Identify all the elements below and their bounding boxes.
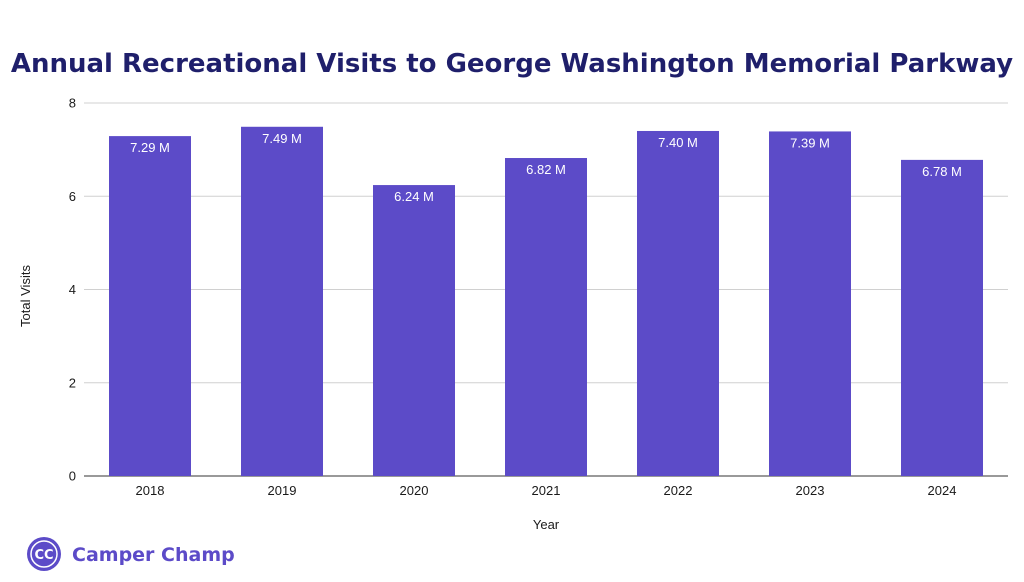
y-axis-ticks: 0 2 4 6 8	[69, 96, 76, 484]
x-axis-label: Year	[533, 517, 560, 532]
y-tick-label: 4	[69, 282, 76, 297]
y-axis-label: Total Visits	[18, 265, 33, 327]
bar-value-label: 7.40 M	[658, 135, 698, 150]
y-tick-label: 0	[69, 469, 76, 484]
x-axis-ticks: 2018 2019 2020 2021 2022 2023 2024	[136, 483, 957, 498]
bar-value-label: 7.29 M	[130, 140, 170, 155]
x-tick-label: 2021	[532, 483, 561, 498]
x-tick-label: 2020	[400, 483, 429, 498]
x-tick-label: 2024	[928, 483, 957, 498]
bar-2019	[241, 126, 323, 476]
y-tick-label: 8	[69, 96, 76, 111]
bar-value-label: 7.49 M	[262, 131, 302, 146]
bar-value-label: 6.24 M	[394, 189, 434, 204]
bar-value-label: 6.82 M	[526, 162, 566, 177]
brand-name: Camper Champ	[72, 544, 235, 566]
x-tick-label: 2019	[268, 483, 297, 498]
bar-value-label: 6.78 M	[922, 164, 962, 179]
brand-logo-ring	[30, 540, 58, 568]
brand-logo: CC Camper Champ	[27, 537, 235, 571]
bar-2023	[769, 131, 851, 476]
y-tick-label: 2	[69, 375, 76, 390]
bar-2020	[373, 185, 455, 476]
bar-value-label: 7.39 M	[790, 135, 830, 150]
bar-labels: 7.29 M 7.49 M 6.24 M 6.82 M 7.40 M 7.39 M 6.78…	[130, 131, 962, 204]
brand-logo-icon	[27, 537, 61, 571]
bar-2024	[901, 159, 983, 476]
x-tick-label: 2023	[796, 483, 825, 498]
y-tick-label: 6	[69, 189, 76, 204]
chart-title: Annual Recreational Visits to George Was…	[11, 49, 1013, 79]
bar-2022	[637, 130, 719, 476]
bar-2018	[109, 136, 191, 476]
brand-logo-letters: CC	[34, 548, 53, 563]
x-tick-label: 2018	[136, 483, 165, 498]
bar-2021	[505, 158, 587, 476]
x-tick-label: 2022	[664, 483, 693, 498]
bars	[109, 126, 983, 476]
